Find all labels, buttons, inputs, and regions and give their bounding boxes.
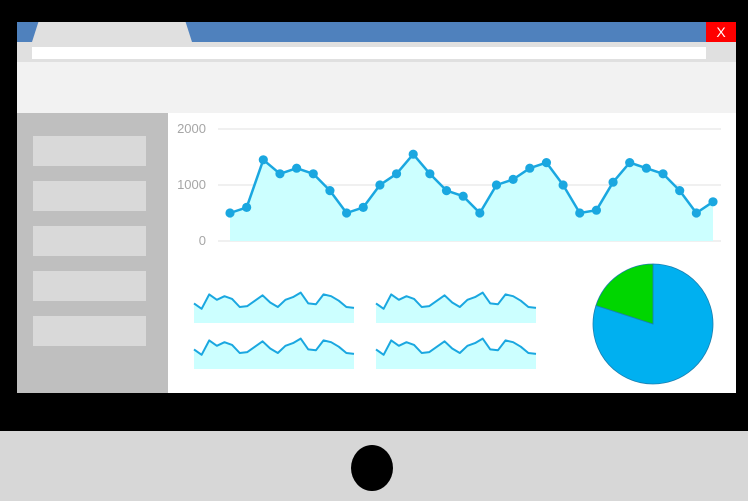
sparkline-area bbox=[194, 338, 354, 369]
data-point bbox=[558, 180, 568, 190]
data-point bbox=[308, 169, 318, 179]
sparkline-line bbox=[375, 337, 537, 356]
data-point bbox=[491, 180, 502, 190]
y-tick-label: 1000 bbox=[177, 177, 206, 192]
y-tick-label: 0 bbox=[199, 233, 206, 248]
sidebar-item-5[interactable] bbox=[33, 316, 146, 346]
data-point bbox=[658, 169, 668, 179]
address-bar[interactable] bbox=[32, 47, 706, 59]
sidebar-item-4[interactable] bbox=[33, 271, 146, 301]
data-point bbox=[458, 191, 468, 201]
data-point bbox=[575, 208, 585, 218]
sidebar bbox=[17, 113, 168, 393]
sparkline-line bbox=[193, 291, 355, 310]
data-point bbox=[675, 186, 685, 196]
data-point bbox=[625, 158, 635, 168]
screen: X 0 1000 2000 bbox=[17, 22, 736, 393]
data-point bbox=[225, 208, 235, 218]
pie-slice bbox=[595, 263, 654, 325]
sparkline-chart-1 bbox=[193, 291, 355, 323]
sparkline-chart-3 bbox=[193, 337, 355, 369]
data-point bbox=[391, 169, 402, 179]
sparkline-line bbox=[375, 291, 537, 310]
series-area bbox=[230, 154, 713, 241]
data-point bbox=[541, 158, 552, 168]
data-point bbox=[708, 197, 718, 207]
data-point bbox=[475, 208, 485, 218]
data-point bbox=[525, 163, 535, 173]
sparkline-chart-2 bbox=[375, 291, 537, 323]
data-point bbox=[358, 202, 368, 212]
data-point bbox=[341, 208, 352, 218]
data-point bbox=[242, 202, 252, 212]
y-tick-label: 2000 bbox=[177, 121, 206, 136]
data-point bbox=[375, 180, 385, 190]
sparkline-area bbox=[194, 292, 354, 323]
sidebar-item-2[interactable] bbox=[33, 181, 146, 211]
main-area-chart: 0 1000 2000 bbox=[177, 121, 721, 248]
data-point bbox=[292, 163, 302, 173]
sparkline-area bbox=[376, 338, 536, 369]
data-point bbox=[425, 169, 435, 179]
sparkline-line bbox=[193, 337, 355, 356]
title-bar: X bbox=[17, 22, 736, 42]
data-point bbox=[408, 149, 418, 159]
data-point bbox=[325, 186, 335, 196]
sparkline-chart-4 bbox=[375, 337, 537, 369]
pie-chart bbox=[592, 263, 714, 385]
data-point bbox=[608, 177, 618, 187]
data-point bbox=[591, 205, 602, 215]
data-point bbox=[258, 155, 268, 165]
sidebar-item-3[interactable] bbox=[33, 226, 146, 256]
data-point bbox=[275, 169, 285, 179]
data-point bbox=[441, 186, 452, 196]
data-point bbox=[691, 208, 701, 218]
close-button[interactable]: X bbox=[706, 22, 736, 42]
sidebar-item-1[interactable] bbox=[33, 136, 146, 166]
sparkline-area bbox=[376, 292, 536, 323]
pie-slice bbox=[592, 263, 714, 385]
data-point bbox=[508, 174, 518, 184]
toolbar bbox=[17, 62, 736, 113]
data-point bbox=[641, 163, 651, 173]
power-button[interactable] bbox=[351, 445, 393, 491]
browser-tab[interactable] bbox=[32, 22, 192, 42]
